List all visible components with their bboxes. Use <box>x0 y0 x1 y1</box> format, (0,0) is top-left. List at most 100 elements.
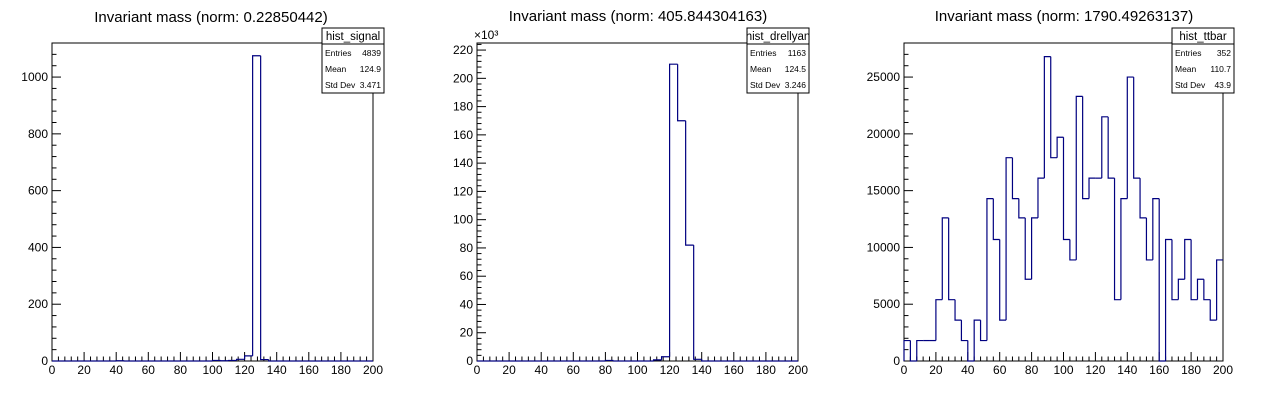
histogram-bin <box>960 320 968 342</box>
y-tick-label: 5000 <box>873 297 900 311</box>
x-tick-label: 180 <box>331 363 351 377</box>
y-tick-label: 800 <box>28 127 48 141</box>
stats-box-frame <box>1171 27 1235 94</box>
stats-row-label: Std Dev <box>1175 80 1206 90</box>
stats-box-name: hist_ttbar <box>1179 31 1226 43</box>
histogram-bin <box>260 55 269 361</box>
y-tick-label: 60 <box>460 269 474 283</box>
histogram-bin <box>685 120 694 246</box>
stats-row-value: 3.246 <box>785 80 807 90</box>
panel-title: Invariant mass (norm: 1790.49263137) <box>935 8 1193 25</box>
histogram-bin <box>1113 178 1121 301</box>
histogram-bin <box>1203 279 1211 301</box>
stats-row-value: 124.9 <box>360 64 382 74</box>
histogram-bin <box>677 64 686 122</box>
stats-row-value: 1163 <box>788 48 807 58</box>
y-exponent-label: ×10³ <box>474 28 498 42</box>
histogram-bin <box>1126 76 1134 199</box>
stats-row-value: 352 <box>1217 48 1231 58</box>
histogram-bin <box>235 358 245 361</box>
y-tick-label: 80 <box>460 241 474 255</box>
histogram-bin <box>1082 96 1090 200</box>
histogram-bin <box>1024 217 1032 280</box>
histogram-bin <box>669 63 678 357</box>
histogram-panel-1: Invariant mass (norm: 0.22850442) 0 20 40 60… <box>21 9 385 377</box>
histogram-bin <box>999 239 1007 321</box>
histogram-bin <box>268 359 373 362</box>
x-tick-label: 40 <box>535 363 549 377</box>
histogram-bin <box>941 217 949 300</box>
histogram-bin <box>244 355 253 360</box>
y-tick-label: 600 <box>28 184 48 198</box>
x-tick-label: 80 <box>174 363 188 377</box>
y-tick-label: 0 <box>893 354 900 368</box>
histogram-panel-3: Invariant mass (norm: 1790.49263137) 0 20 4… <box>867 8 1235 377</box>
histogram-bin <box>935 299 943 341</box>
histogram-bin <box>1088 177 1096 199</box>
x-tick-label: 140 <box>692 363 712 377</box>
y-tick-label: 20 <box>460 326 474 340</box>
stats-row-value: 124.5 <box>785 64 807 74</box>
x-tick-label: 20 <box>929 363 943 377</box>
y-tick-label: 220 <box>453 43 473 57</box>
stats-row-label: Entries <box>750 48 776 58</box>
y-tick-label: 140 <box>453 156 473 170</box>
stats-row-value: 4839 <box>362 48 381 58</box>
stats-box: hist_signal Entries 4839 Mean 124.9 Std Dev 3.… <box>321 27 385 94</box>
x-tick-label: 60 <box>142 363 156 377</box>
x-tick-label: 160 <box>299 363 319 377</box>
stats-row-label: Std Dev <box>750 80 781 90</box>
stats-box-name: hist_drellyan <box>746 31 811 43</box>
histogram-bin <box>660 356 670 360</box>
stats-box-name: hist_signal <box>326 31 380 43</box>
histogram-bin <box>909 340 917 362</box>
y-tick-label: 160 <box>453 128 473 142</box>
histogram-bin <box>1139 178 1147 219</box>
histogram-bin <box>1196 278 1204 300</box>
x-tick-label: 40 <box>961 363 975 377</box>
x-tick-label: 180 <box>756 363 776 377</box>
y-tick-label: 400 <box>28 240 48 254</box>
stats-row-label: Entries <box>325 48 351 58</box>
x-tick-label: 80 <box>599 363 613 377</box>
histogram-bin <box>1056 136 1064 158</box>
stats-box: hist_drellyan Entries 1163 Mean 124.5 Std Dev… <box>746 27 811 94</box>
x-tick-label: 0 <box>901 363 908 377</box>
stats-box: hist_ttbar Entries 352 Mean 110.7 Std Dev 43.9 <box>1171 27 1235 94</box>
stats-box-frame <box>321 27 385 94</box>
histogram-bin <box>1011 157 1019 200</box>
x-tick-label: 120 <box>235 363 255 377</box>
histogram-bin <box>1184 238 1192 280</box>
x-tick-label: 200 <box>363 363 383 377</box>
histogram-bin <box>1050 56 1058 159</box>
x-tick-label: 0 <box>49 363 56 377</box>
histogram-bin <box>967 340 975 362</box>
x-tick-label: 40 <box>110 363 124 377</box>
histogram-bin <box>1037 177 1045 218</box>
y-tick-label: 25000 <box>867 70 901 84</box>
panel-title: Invariant mass (norm: 405.844304163) <box>509 8 767 25</box>
histogram-bin <box>252 55 261 356</box>
y-tick-label: 10000 <box>867 240 901 254</box>
x-tick-label: 160 <box>1149 363 1169 377</box>
x-tick-label: 180 <box>1181 363 1201 377</box>
x-tick-label: 60 <box>993 363 1007 377</box>
histogram-bin <box>1107 116 1115 179</box>
y-tick-label: 0 <box>41 354 48 368</box>
histogram-bin <box>1133 77 1141 179</box>
histogram-bin <box>1164 238 1172 361</box>
histogram-bin <box>916 339 924 361</box>
histogram-bin <box>1171 239 1179 301</box>
x-tick-label: 200 <box>1213 363 1233 377</box>
y-tick-label: 15000 <box>867 184 901 198</box>
histogram-bin <box>954 299 962 321</box>
x-tick-label: 80 <box>1025 363 1039 377</box>
histogram-bin <box>1209 299 1217 321</box>
histogram-bin <box>612 360 654 362</box>
x-tick-label: 140 <box>267 363 287 377</box>
x-tick-label: 200 <box>788 363 808 377</box>
histogram-bin <box>979 320 987 342</box>
histogram-bin <box>1018 198 1026 219</box>
histogram-bin <box>1043 56 1051 179</box>
y-tick-label: 0 <box>466 354 473 368</box>
